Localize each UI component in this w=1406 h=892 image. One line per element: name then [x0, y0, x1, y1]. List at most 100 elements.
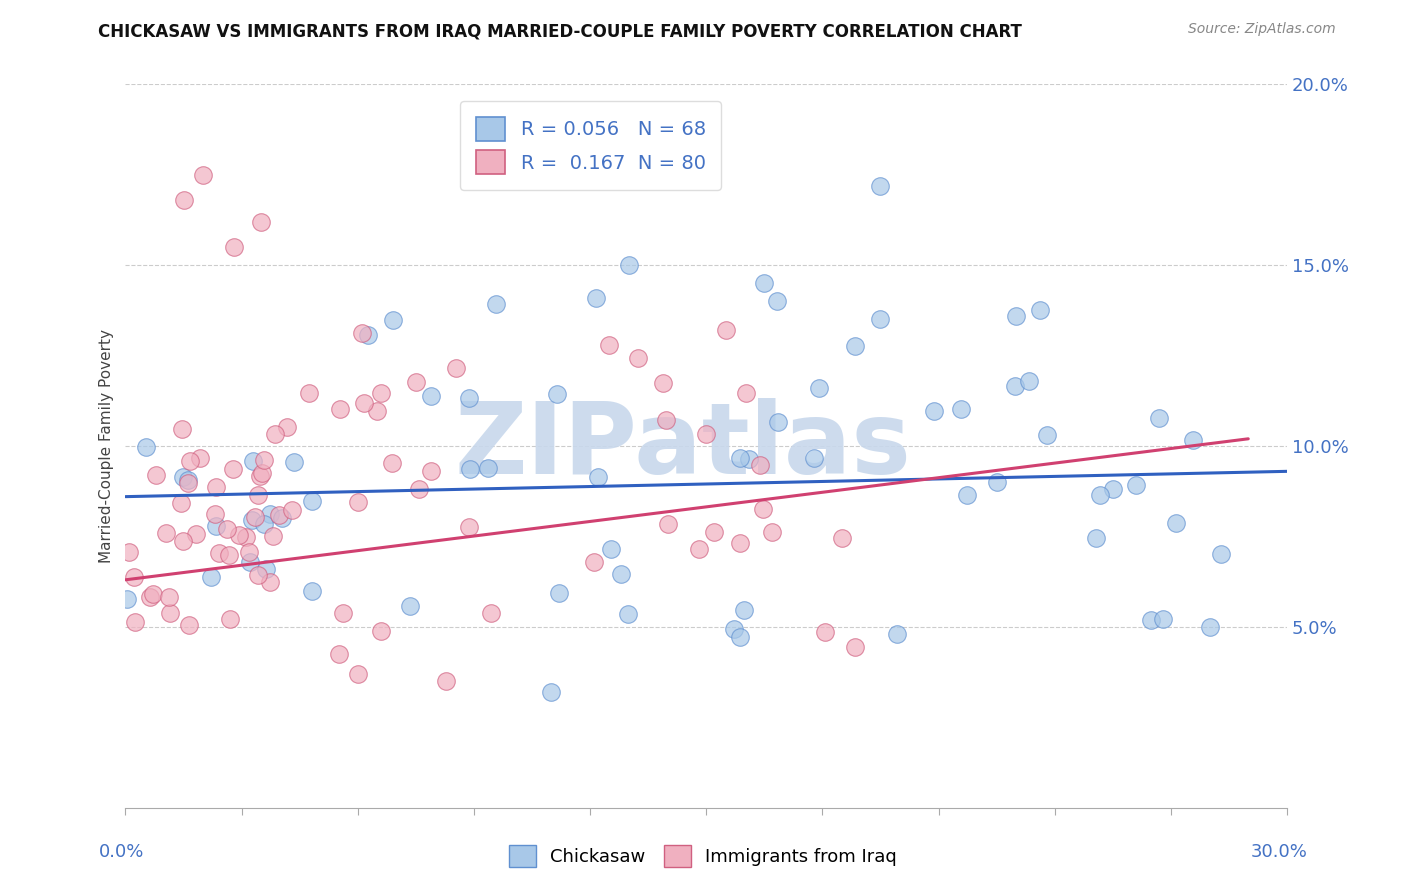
Point [1164, 516, 1187, 531]
Point [730, 631, 752, 645]
Point [869, 312, 891, 326]
Point [598, 338, 620, 352]
Point [122, 570, 145, 584]
Point [172, 470, 194, 484]
Point [844, 640, 866, 655]
Point [585, 291, 607, 305]
Point [657, 516, 679, 531]
Point [485, 297, 508, 311]
Point [200, 569, 222, 583]
Point [176, 475, 198, 490]
Point [540, 685, 562, 699]
Point [218, 549, 240, 563]
Point [179, 617, 201, 632]
Point [477, 461, 499, 475]
Point [115, 592, 138, 607]
Point [179, 454, 201, 468]
Point [242, 454, 264, 468]
Point [408, 483, 430, 497]
Point [761, 524, 783, 539]
Point [346, 495, 368, 509]
Point [728, 451, 751, 466]
Point [1084, 532, 1107, 546]
Point [204, 507, 226, 521]
Point [733, 603, 755, 617]
Point [332, 606, 354, 620]
Point [218, 612, 240, 626]
Point [283, 455, 305, 469]
Point [188, 451, 211, 466]
Point [259, 575, 281, 590]
Point [548, 586, 571, 600]
Point [600, 542, 623, 557]
Point [191, 168, 214, 182]
Point [752, 502, 775, 516]
Text: Source: ZipAtlas.com: Source: ZipAtlas.com [1188, 22, 1336, 37]
Point [301, 494, 323, 508]
Point [714, 323, 737, 337]
Point [1125, 478, 1147, 492]
Point [814, 625, 837, 640]
Point [479, 606, 502, 620]
Point [370, 385, 392, 400]
Point [1004, 309, 1026, 323]
Y-axis label: Married-Couple Family Poverty: Married-Couple Family Poverty [100, 329, 114, 563]
Point [253, 517, 276, 532]
Point [259, 507, 281, 521]
Point [238, 544, 260, 558]
Point [949, 402, 972, 417]
Point [1101, 483, 1123, 497]
Point [886, 627, 908, 641]
Point [1088, 488, 1111, 502]
Point [627, 351, 650, 366]
Point [138, 591, 160, 605]
Point [986, 475, 1008, 490]
Point [1152, 612, 1174, 626]
Point [688, 541, 710, 556]
Point [651, 376, 673, 391]
Point [586, 470, 609, 484]
Point [271, 511, 294, 525]
Point [457, 391, 479, 405]
Point [124, 615, 146, 629]
Point [264, 427, 287, 442]
Point [170, 422, 193, 436]
Point [205, 518, 228, 533]
Point [155, 526, 177, 541]
Point [142, 586, 165, 600]
Point [357, 328, 380, 343]
Point [177, 474, 200, 488]
Point [869, 178, 891, 193]
Text: ZIPatlas: ZIPatlas [454, 398, 911, 494]
Point [1182, 433, 1205, 447]
Point [301, 584, 323, 599]
Text: 0.0%: 0.0% [98, 843, 143, 861]
Point [222, 240, 245, 254]
Point [262, 529, 284, 543]
Point [329, 401, 352, 416]
Point [276, 419, 298, 434]
Point [118, 544, 141, 558]
Point [419, 389, 441, 403]
Point [434, 673, 457, 688]
Point [173, 193, 195, 207]
Point [1147, 411, 1170, 425]
Point [1028, 302, 1050, 317]
Point [1035, 427, 1057, 442]
Point [253, 452, 276, 467]
Point [844, 339, 866, 353]
Point [353, 396, 375, 410]
Point [281, 503, 304, 517]
Point [617, 258, 640, 272]
Point [250, 215, 273, 229]
Point [145, 468, 167, 483]
Point [157, 590, 180, 604]
Point [235, 530, 257, 544]
Point [366, 404, 388, 418]
Point [222, 462, 245, 476]
Point [1140, 613, 1163, 627]
Point [1004, 378, 1026, 392]
Point [254, 562, 277, 576]
Point [346, 666, 368, 681]
Point [370, 624, 392, 639]
